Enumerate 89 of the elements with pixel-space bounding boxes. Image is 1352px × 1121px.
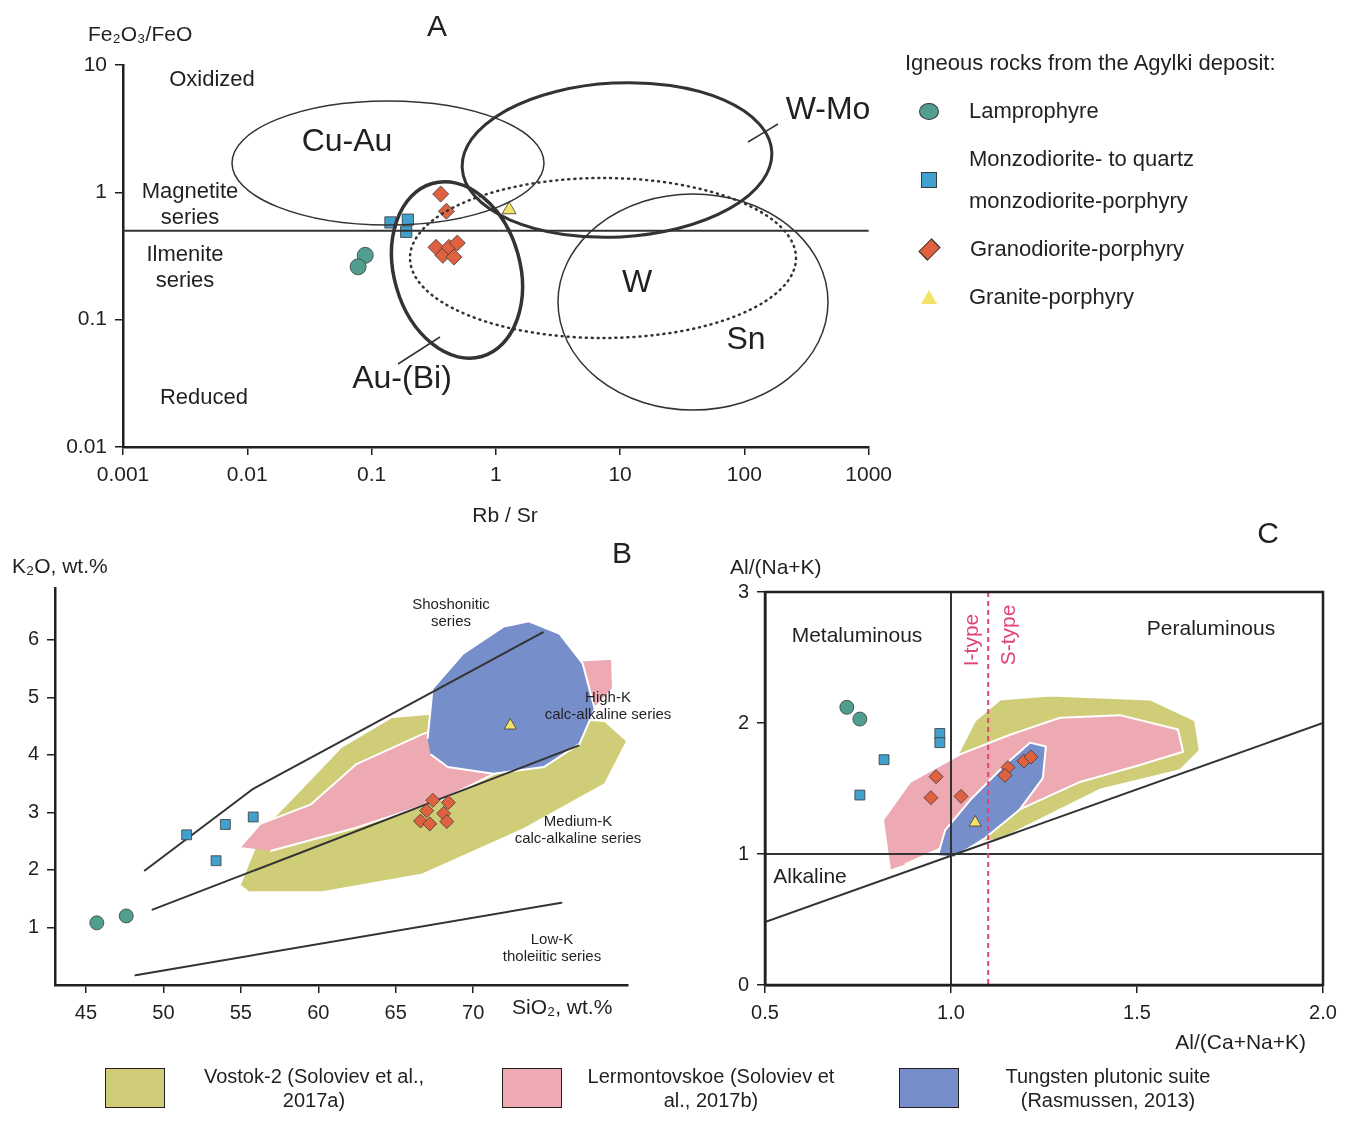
x-tick-label: 0.01 [226,462,268,486]
point [118,908,134,924]
point [440,795,456,811]
annotation: W-Mo [785,89,871,126]
point [854,789,866,801]
y-tick-label: 3 [27,799,39,822]
annotation: Oxidized [169,66,255,92]
point [425,792,441,808]
point [419,803,435,819]
annotation: Au-(Bi) [352,358,452,395]
y-tick-label: 2 [27,857,39,880]
annotation: Magnetite series [141,178,239,229]
point [181,829,192,841]
point [953,788,969,804]
y-tick-label: 2 [737,710,749,733]
y-axis-title: Fe₂O₃/FeO [88,21,193,45]
x-tick-label: 1.0 [937,1000,965,1023]
y-tick-label: 6 [27,627,39,650]
x-tick-label: 10 [608,462,632,486]
annotation: S-type [995,604,1019,666]
point [413,813,428,829]
chart-title: C [1257,516,1279,550]
annotation: Cu-Au [301,121,393,158]
x-tick-label: 0.001 [96,462,150,486]
y-tick-label: 0.01 [66,433,107,457]
x-axis-title: Rb / Sr [472,502,538,526]
y-tick-label: 5 [27,684,39,707]
point [1023,749,1039,765]
legend-label: Monzodiorite- to quartz monzodiorite-porphyry [969,145,1195,215]
point [210,855,222,867]
annotation: Shoshonitic series [412,594,491,629]
x-tick-label: 60 [307,1000,330,1023]
chart-title: B [611,536,633,570]
x-tick-label: 70 [462,1000,485,1023]
x-axis-title: SiO₂, wt.% [512,994,613,1018]
point [923,790,939,806]
point [878,754,890,766]
y-tick-label: 4 [27,742,39,765]
annotation: Medium-K calc-alkaline series [514,811,642,846]
y-tick-label: 1 [737,841,749,864]
annotation: Reduced [159,384,249,410]
annotation: Alkaline [773,863,847,887]
y-tick-label: 0.1 [77,306,107,330]
legend-label: Granite-porphyry [969,283,1135,311]
x-tick-label: 45 [74,1000,98,1023]
y-axis-title: Al/(Na+K) [730,554,822,578]
point [928,769,944,785]
point [247,811,259,823]
y-tick-label: 10 [83,51,107,75]
x-tick-label: 2.0 [1309,1000,1337,1023]
y-tick-label: 1 [95,179,107,203]
annotation: I-type [958,613,982,667]
point [503,718,517,730]
point [439,814,455,829]
legend-label: Tungsten plutonic suite (Rasmussen, 2013) [1004,1064,1212,1112]
point [839,699,855,715]
annotation: Metaluminous [791,622,923,646]
annotation: Low-K tholeiitic series [502,929,602,964]
annotation: Peraluminous [1146,615,1276,639]
x-tick-label: 1000 [845,462,892,486]
y-axis-title: K₂O, wt.% [12,553,108,577]
legend-label: Vostok-2 (Soloviev et al., 2017a) [202,1064,426,1112]
annotation: W [621,262,653,299]
point [89,915,105,931]
annotation: Ilmenite series [146,241,224,292]
x-tick-label: 1.5 [1123,1000,1151,1023]
x-tick-label: 0.1 [356,462,387,486]
y-tick-label: 3 [737,579,749,602]
x-axis-title: Al/(Ca+Na+K) [1175,1029,1306,1053]
x-tick-label: 55 [229,1000,252,1023]
x-tick-label: 100 [726,462,762,486]
legend-label: Lamprophyre [969,97,1099,125]
point [968,815,982,827]
point [422,816,438,832]
annotation: Sn [726,319,766,356]
point [934,737,946,748]
legend-label: Lermontovskoe (Soloviev et al., 2017b) [586,1064,836,1112]
y-tick-label: 0 [737,972,749,995]
x-tick-label: 50 [152,1000,175,1023]
x-tick-label: 0.5 [751,1000,779,1023]
point [220,819,231,830]
legend-label: Granodiorite-porphyry [970,235,1184,263]
point [852,711,868,727]
chart-title: A [426,9,448,43]
legend-title: Igneous rocks from the Agylki deposit: [905,50,1277,76]
point [997,768,1013,783]
x-tick-label: 1 [489,462,502,486]
x-tick-label: 65 [384,1000,407,1023]
y-tick-label: 1 [27,914,39,937]
